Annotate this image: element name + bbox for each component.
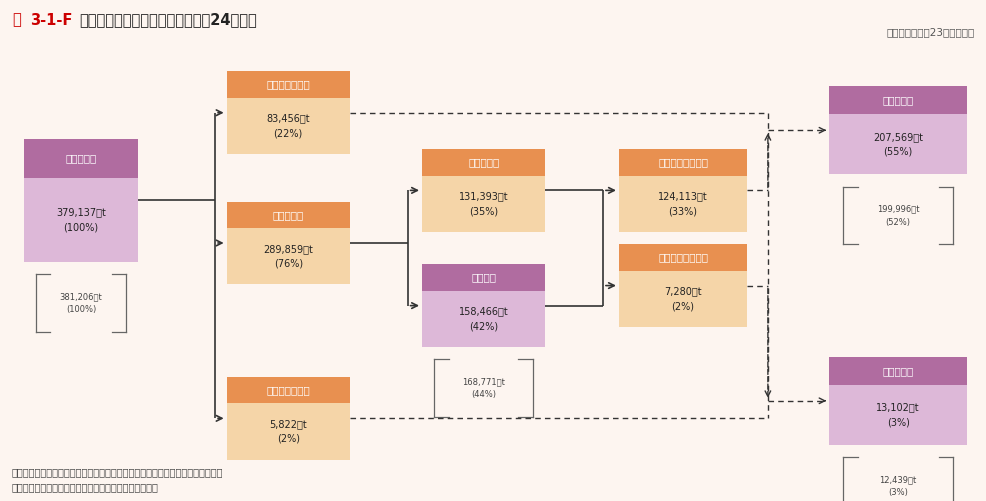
Bar bbox=[618, 149, 746, 175]
Text: 207,569千t
(55%): 207,569千t (55%) bbox=[873, 132, 922, 157]
Bar bbox=[226, 403, 349, 460]
Bar bbox=[618, 271, 746, 327]
Text: 158,466千t
(42%): 158,466千t (42%) bbox=[458, 307, 508, 331]
Bar bbox=[828, 385, 966, 445]
Text: 資料：環境省「産業廃棄物排出・処理状況調査報告書」: 資料：環境省「産業廃棄物排出・処理状況調査報告書」 bbox=[12, 482, 159, 492]
Text: 直接最終処分量: 直接最終処分量 bbox=[266, 385, 310, 395]
Text: 13,102千t
(3%): 13,102千t (3%) bbox=[876, 402, 919, 427]
Text: 再生利用量: 再生利用量 bbox=[881, 96, 913, 105]
Bar bbox=[618, 244, 746, 271]
Text: 減量化量: 減量化量 bbox=[470, 273, 496, 283]
Text: 289,859千t
(76%): 289,859千t (76%) bbox=[263, 244, 313, 269]
Text: 直接再生利用量: 直接再生利用量 bbox=[266, 80, 310, 90]
Bar bbox=[226, 98, 349, 154]
Text: 124,113千t
(33%): 124,113千t (33%) bbox=[658, 191, 707, 216]
Text: ［　］内は平成23年度の数値: ［ ］内は平成23年度の数値 bbox=[886, 28, 974, 38]
Bar bbox=[226, 377, 349, 403]
Bar bbox=[422, 265, 544, 291]
Bar bbox=[24, 178, 138, 262]
Text: 中間処理量: 中間処理量 bbox=[272, 210, 304, 220]
Text: 注：各項目量は、四捨五入して表示しているため、収支が合わない場合がある。: 注：各項目量は、四捨五入して表示しているため、収支が合わない場合がある。 bbox=[12, 467, 223, 477]
Bar bbox=[226, 202, 349, 228]
Text: 処理後再生利用量: 処理後再生利用量 bbox=[658, 157, 707, 167]
Bar bbox=[226, 228, 349, 285]
Text: 7,280千t
(2%): 7,280千t (2%) bbox=[664, 287, 701, 311]
Text: 5,822千t
(2%): 5,822千t (2%) bbox=[269, 419, 307, 444]
Bar bbox=[618, 175, 746, 232]
Bar bbox=[828, 87, 966, 115]
Text: 3-1-F: 3-1-F bbox=[30, 13, 72, 28]
Text: 排　出　量: 排 出 量 bbox=[65, 154, 97, 164]
Text: 処理後最終処分量: 処理後最終処分量 bbox=[658, 253, 707, 263]
Text: 12,439千t
(3%): 12,439千t (3%) bbox=[879, 475, 916, 497]
Text: 処理残渣量: 処理残渣量 bbox=[467, 157, 499, 167]
Bar bbox=[422, 175, 544, 232]
Text: 381,206千t
(100%): 381,206千t (100%) bbox=[59, 292, 103, 314]
Text: 168,771千t
(44%): 168,771千t (44%) bbox=[461, 377, 505, 399]
Bar bbox=[226, 72, 349, 98]
Bar bbox=[24, 139, 138, 178]
Bar bbox=[422, 291, 544, 347]
Bar bbox=[828, 115, 966, 174]
Bar bbox=[828, 357, 966, 385]
Text: 199,996千t
(52%): 199,996千t (52%) bbox=[876, 204, 919, 226]
Bar bbox=[422, 149, 544, 175]
Text: 最終処分量: 最終処分量 bbox=[881, 366, 913, 376]
Text: 図: 図 bbox=[12, 13, 21, 28]
Text: 379,137千t
(100%): 379,137千t (100%) bbox=[56, 207, 106, 232]
Text: 131,393千t
(35%): 131,393千t (35%) bbox=[458, 191, 508, 216]
Text: 83,456千t
(22%): 83,456千t (22%) bbox=[266, 114, 310, 138]
Text: 産業廃棄物の処理の流れ（平成24年度）: 産業廃棄物の処理の流れ（平成24年度） bbox=[79, 13, 256, 28]
